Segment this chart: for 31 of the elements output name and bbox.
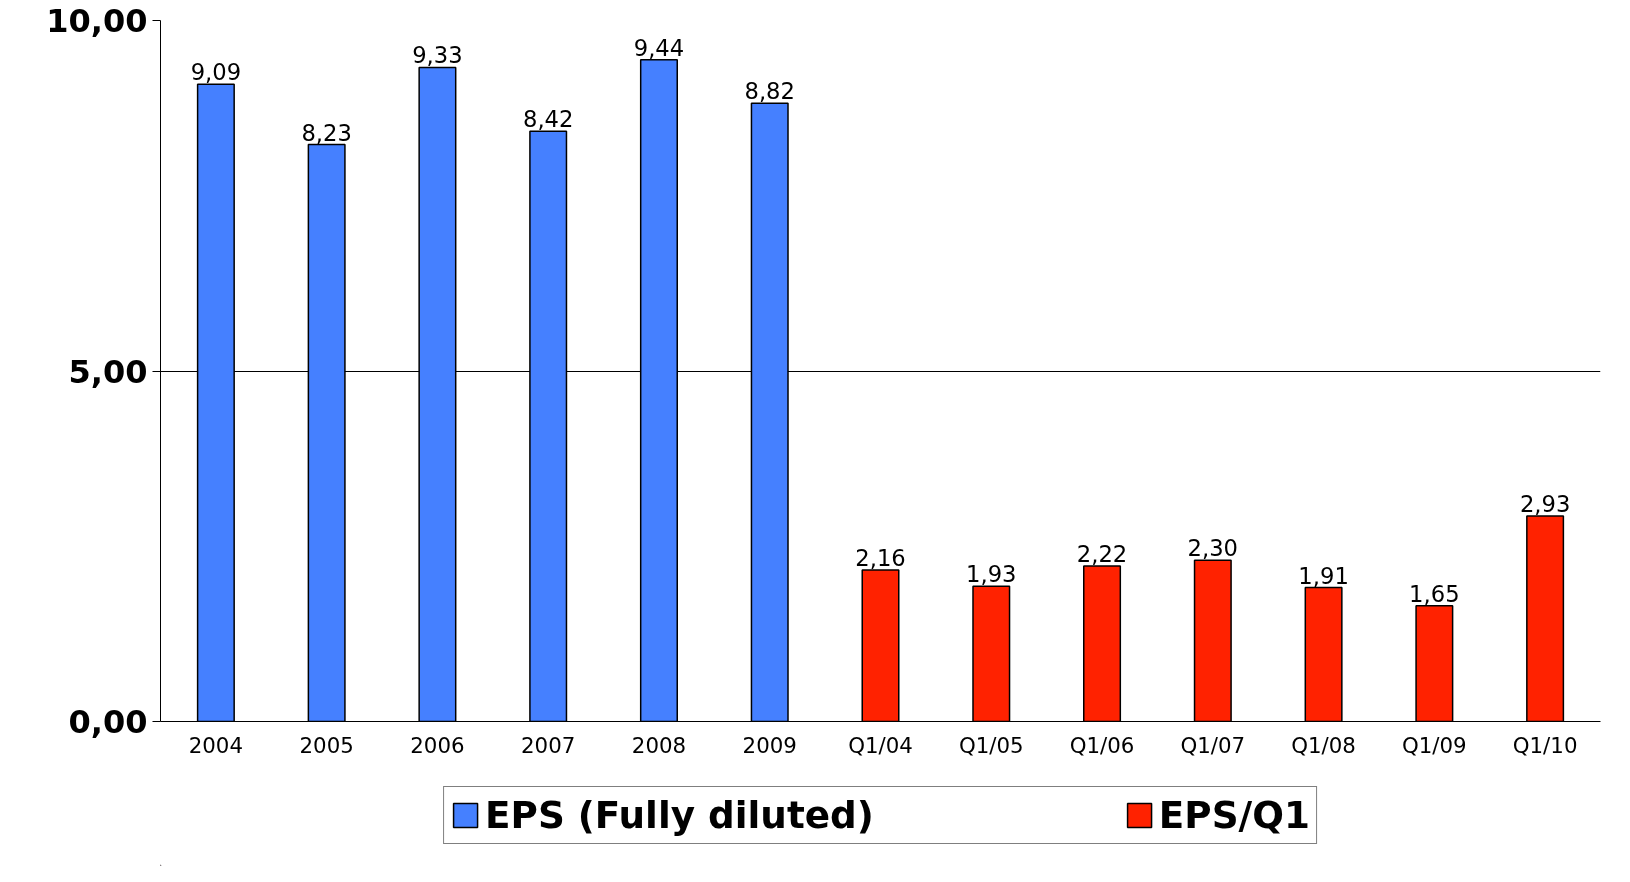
y-tick-label: 0,00 bbox=[68, 703, 148, 741]
x-tick-label: Q1/07 bbox=[1180, 732, 1246, 758]
x-tick-label: Q1/10 bbox=[1512, 732, 1578, 758]
legend-label: EPS/Q1 bbox=[1158, 793, 1310, 837]
x-tick-label: Q1/05 bbox=[958, 732, 1024, 758]
y-tick-label: 5,00 bbox=[68, 352, 148, 391]
x-tick-label: 2007 bbox=[521, 732, 576, 758]
x-tick-label: 2008 bbox=[631, 732, 687, 758]
data-label: 1,93 bbox=[966, 561, 1017, 588]
data-label: 2,30 bbox=[1187, 535, 1239, 562]
data-label: 2,22 bbox=[1076, 540, 1128, 567]
data-label: 1,91 bbox=[1298, 562, 1349, 589]
x-tick-label: 2005 bbox=[299, 732, 354, 758]
data-label: 9,44 bbox=[633, 34, 685, 61]
data-label: 2,16 bbox=[855, 545, 906, 572]
y-tick-label: 10,00 bbox=[46, 2, 148, 40]
data-label: 2,93 bbox=[1519, 491, 1571, 518]
data-label: 9,33 bbox=[412, 42, 463, 69]
legend-label: EPS (Fully diluted) bbox=[485, 793, 874, 837]
x-tick-label: Q1/06 bbox=[1069, 732, 1135, 758]
data-label: 1,65 bbox=[1409, 580, 1460, 607]
data-label: 8,23 bbox=[301, 119, 352, 146]
x-tick-label: 2009 bbox=[742, 732, 797, 758]
x-tick-label: 2006 bbox=[410, 732, 465, 758]
x-tick-label: Q1/08 bbox=[1291, 732, 1356, 758]
x-tick-label: 2004 bbox=[188, 732, 244, 758]
data-label: 8,42 bbox=[522, 106, 574, 133]
x-tick-label: Q1/04 bbox=[848, 732, 913, 758]
data-label: 9,09 bbox=[190, 59, 242, 86]
data-label: 8,82 bbox=[744, 78, 795, 105]
x-tick-label: Q1/09 bbox=[1402, 732, 1467, 758]
